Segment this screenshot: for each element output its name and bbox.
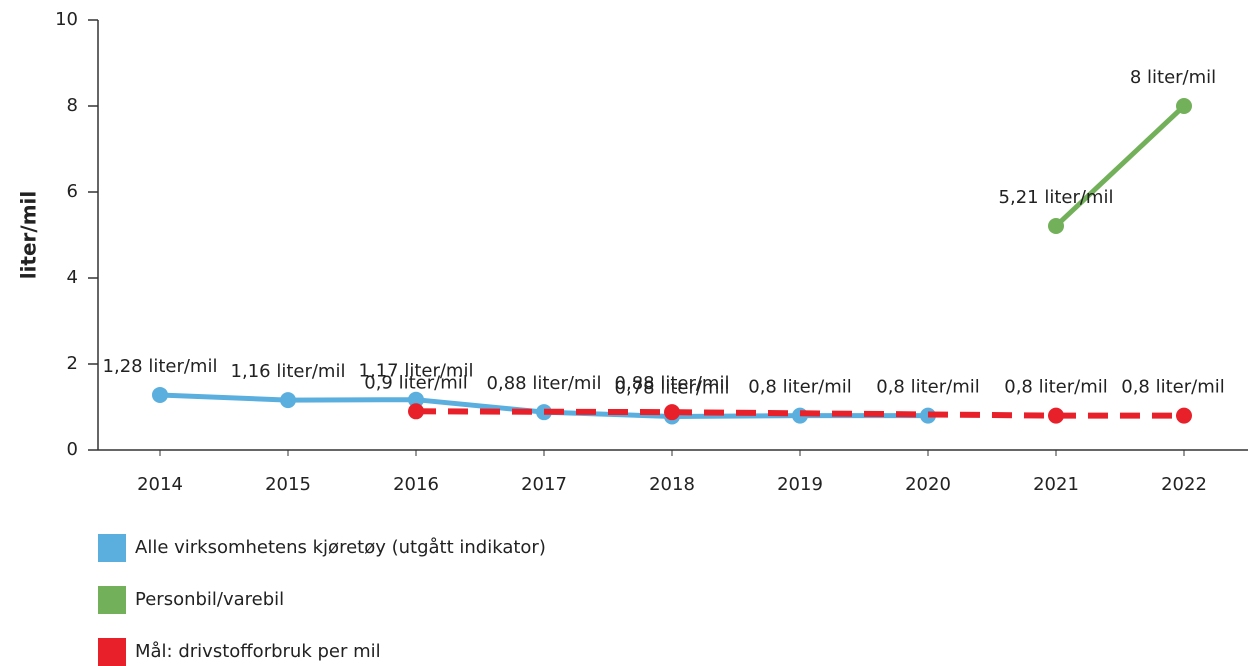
data-label: 0,8 liter/mil [748,377,851,398]
y-tick-label: 4 [67,267,78,288]
data-label: 0,8 liter/mil [1004,377,1107,398]
data-point [1048,407,1064,424]
data-point [152,386,168,403]
data-point [1176,407,1192,424]
data-point [408,391,424,408]
data-point [280,392,296,409]
y-tick-label: 8 [67,95,78,116]
data-point [664,404,680,421]
x-tick-label: 2022 [1161,474,1207,495]
legend-label: Personbil/varebil [135,589,284,610]
data-label: 5,21 liter/mil [999,187,1114,208]
data-point [1176,98,1192,114]
data-label: 1,16 liter/mil [231,361,346,382]
data-label: 0,88 liter/mil [615,373,730,394]
x-tick-label: 2020 [905,474,951,495]
x-tick-label: 2016 [393,474,439,495]
y-tick-label: 10 [55,9,78,30]
data-label: 0,8 liter/mil [1121,377,1224,398]
series-line [1054,104,1186,228]
data-label: 0,9 liter/mil [364,372,467,393]
x-tick-label: 2015 [265,474,311,495]
y-tick-label: 6 [67,181,78,202]
x-tick-label: 2017 [521,474,567,495]
series-line [415,408,1184,419]
legend-swatch [98,534,126,562]
y-axis-label: liter/mil [17,191,41,280]
legend-swatch [98,638,126,666]
x-tick-label: 2021 [1033,474,1079,495]
data-label: 0,8 liter/mil [876,377,979,398]
legend-label: Mål: drivstofforbruk per mil [135,641,381,662]
data-label: 0,78 liter/mil [615,377,730,398]
data-point [408,403,424,420]
x-tick-label: 2018 [649,474,695,495]
legend-swatch [98,586,126,614]
data-label: 1,17 liter/mil [359,361,474,382]
y-tick-label: 0 [67,439,78,460]
y-tick-label: 2 [67,353,78,374]
x-tick-label: 2014 [137,474,183,495]
x-tick-label: 2019 [777,474,823,495]
data-label: 1,28 liter/mil [103,356,218,377]
data-label: 8 liter/mil [1130,67,1216,88]
legend-label: Alle virksomhetens kjøretøy (utgått indi… [135,537,546,558]
data-label: 0,88 liter/mil [487,373,602,394]
data-point [1048,217,1064,234]
